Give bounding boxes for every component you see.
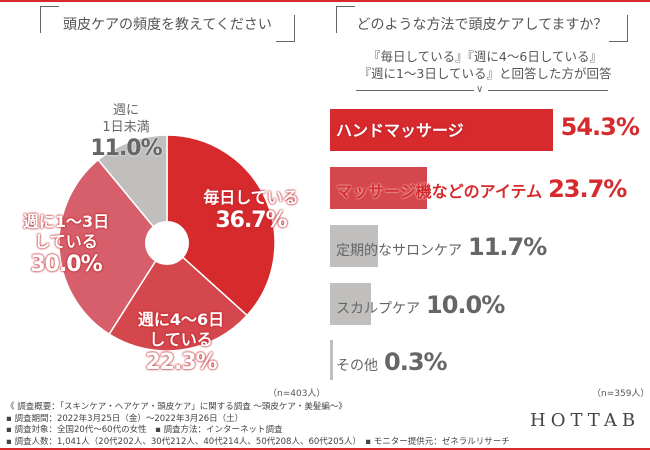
left-question: 頭皮ケアの頻度を教えてください: [40, 6, 295, 42]
pie-slice-1: [108, 241, 249, 352]
left-question-text: 頭皮ケアの頻度を教えてください: [63, 17, 272, 33]
bar-category: ハンドマッサージ: [336, 121, 464, 140]
bar-0: [330, 109, 553, 151]
pie-label-less1: 週に 1日未満 11.0%: [86, 102, 166, 162]
bar-label-1: マッサージ機などのアイテム 23.7%: [336, 175, 627, 203]
left-sample-size: （n=403人）: [268, 389, 326, 399]
bar-value: 10.0%: [426, 291, 505, 319]
bottom-rule: [0, 448, 650, 450]
bar-value: 0.3%: [384, 348, 448, 376]
pie-slice-2: [58, 158, 168, 336]
bar-category: スカルプケア: [336, 301, 420, 317]
pie-label-text: 毎日している: [203, 188, 299, 207]
pie-label-text: 1日未満: [102, 120, 150, 135]
hottab-logo: HOTTAB: [530, 410, 641, 431]
bar-3: [330, 283, 371, 325]
bar-4: [330, 340, 333, 380]
note-line: 《 調査概要：「スキンケア・ヘアケア・頭皮ケア」に関する調査 ～頭皮ケア・美髪編…: [6, 402, 347, 412]
note-line: ▪ 調査対象：全国20代～60代の女性 ▪ 調査方法：インターネット調査: [6, 425, 283, 435]
bar-1: [330, 167, 428, 209]
pie-value: 11.0%: [90, 136, 162, 161]
bar-label-3: スカルプケア 10.0%: [336, 291, 505, 319]
bar-value: 11.7%: [468, 233, 547, 261]
pie-value: 36.7%: [215, 208, 287, 233]
pie-label-text: 週に1～3日: [22, 212, 110, 231]
pie-value: 22.3%: [145, 350, 217, 375]
divider-right: [488, 90, 608, 91]
survey-notes: 《 調査概要：「スキンケア・ヘアケア・頭皮ケア」に関する調査 ～頭皮ケア・美髪編…: [6, 402, 510, 448]
pie-label-text: 週に: [112, 103, 139, 118]
note-line: ▪ 調査期間：2022年3月25日（金）～2022年3月26日（土）: [6, 413, 244, 424]
bar-label-4: その他 0.3%: [336, 348, 448, 376]
bar-category: 定期的なサロンケア: [336, 243, 462, 259]
bar-category: その他: [336, 358, 378, 374]
pie-label-daily: 毎日している 36.7%: [196, 188, 306, 234]
donut-hole: [145, 221, 189, 265]
right-sample-size: （n=359人）: [592, 389, 650, 399]
pie-value: 30.0%: [30, 252, 102, 277]
chevron-down-icon: ∨: [476, 84, 484, 95]
note-line: ▪ 調査人数：1,041人（20代202人、30代212人、40代214人、50…: [6, 436, 510, 447]
divider-left: [356, 90, 474, 91]
pie-chart: [58, 134, 276, 352]
pie-slice-3: [97, 134, 168, 246]
pie-label-text: している: [149, 330, 213, 349]
bar-label-2: 定期的なサロンケア 11.7%: [336, 233, 547, 261]
pie-label-text: している: [34, 232, 98, 251]
bar-2: [330, 225, 378, 267]
right-question-text: どのような方法で頭皮ケアしてますか？: [356, 17, 608, 33]
bar-label-0: ハンドマッサージ 54.3%: [336, 113, 640, 141]
top-rule: [0, 0, 650, 2]
pie-slice-0: [166, 134, 276, 317]
pie-label-text: 週に4～6日: [137, 310, 225, 329]
pie-label-4to6: 週に4～6日 している 22.3%: [126, 310, 236, 376]
right-question: どのような方法で頭皮ケアしてますか？: [336, 6, 628, 42]
subtitle-line2: 『週に1～3日している』と回答した方が回答: [358, 66, 612, 81]
pie-label-1to3: 週に1～3日 している 30.0%: [16, 212, 116, 278]
bar-value: 54.3%: [560, 113, 640, 141]
bar-category: マッサージ機などのアイテム: [336, 182, 543, 201]
subtitle-line1: 『毎日している』『週に4～6日している』: [368, 49, 602, 64]
bar-value: 23.7%: [548, 175, 627, 203]
